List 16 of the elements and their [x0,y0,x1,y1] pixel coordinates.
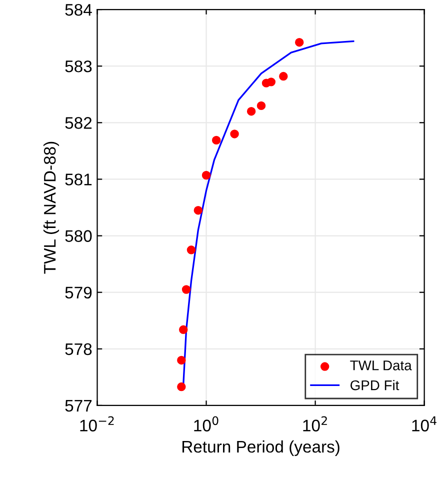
x-tick-label: 10$^{0}$ [194,416,218,432]
y-tick-label: 581 [65,174,92,186]
legend-label: GPD Fit [350,380,400,390]
x-axis-title: Return Period (years) [182,440,340,456]
y-tick-label: 584 [65,4,92,16]
x-tick-label: 10$^{−2}$ [80,416,114,432]
y-tick-label: 582 [65,117,92,129]
x-tick-label: 10$^{4}$ [412,416,436,432]
y-tick-label: 577 [65,400,92,412]
y-axis-title: TWL (ft NAVD-88) [43,142,60,274]
x-tick-label: 10$^{2}$ [303,416,327,432]
y-tick-label: 580 [65,230,92,242]
legend-label: TWL Data [350,360,412,370]
y-tick-label: 583 [65,60,92,72]
y-tick-label: 578 [65,343,92,356]
y-tick-label: 579 [65,286,92,299]
